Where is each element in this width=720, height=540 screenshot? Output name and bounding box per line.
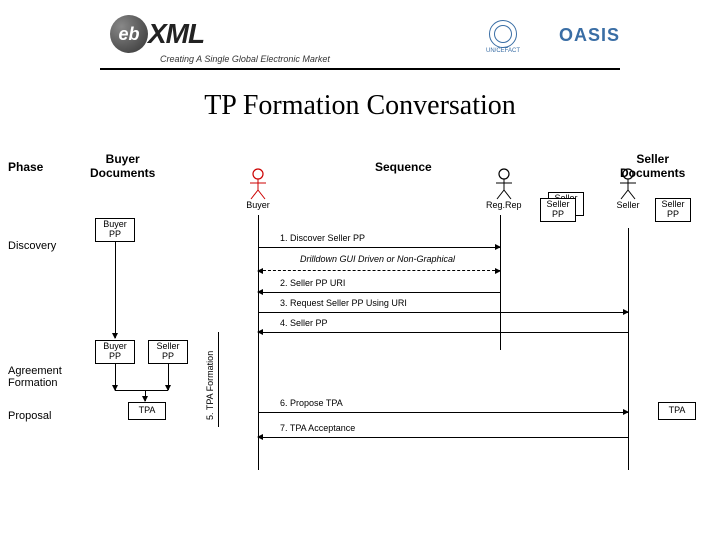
stickman-icon: [244, 168, 272, 200]
msg-1-line: [258, 247, 500, 248]
sequence-diagram: Phase Buyer Documents Sequence Seller Do…: [0, 150, 720, 490]
un-emblem-icon: [489, 20, 517, 48]
box-seller-pp-left: Seller PP: [148, 340, 188, 364]
logo-xml-text: XML: [148, 18, 204, 50]
page-title: TP Formation Conversation: [0, 90, 720, 122]
lifeline-regrep: [500, 215, 501, 350]
msg-7-label: 7. TPA Acceptance: [280, 423, 355, 433]
actor-buyer: Buyer: [244, 168, 272, 210]
box-seller-pp-reg-front: Seller PP: [540, 198, 576, 222]
header-bar: eb XML Creating A Single Global Electron…: [100, 10, 620, 70]
box-seller-pp-right: Seller PP: [655, 198, 691, 222]
actor-seller-label: Seller: [614, 200, 642, 210]
connector-merge-h: [115, 390, 168, 391]
phase-discovery: Discovery: [8, 240, 56, 252]
tpa-formation-span: [218, 332, 219, 427]
msg-3-line: [258, 312, 628, 313]
box-buyer-pp-1: Buyer PP: [95, 218, 135, 242]
col-buyer-docs: Buyer Documents: [90, 152, 155, 180]
connector-buyerpp-down: [115, 242, 116, 338]
msg-4-label: 4. Seller PP: [280, 318, 328, 328]
col-sequence: Sequence: [375, 160, 432, 174]
connector-bpp-tpa: [115, 364, 116, 390]
msg-3-label: 3. Request Seller PP Using URI: [280, 298, 407, 308]
connector-merge-v: [145, 390, 146, 401]
stickman-icon: [490, 168, 518, 200]
msg-6-label: 6. Propose TPA: [280, 398, 343, 408]
phase-proposal: Proposal: [8, 410, 51, 422]
un-logo: UN/CEFACT: [486, 20, 520, 54]
lifeline-buyer: [258, 215, 259, 470]
msg-2-label: 2. Seller PP URI: [280, 278, 345, 288]
box-tpa-right: TPA: [658, 402, 696, 420]
msg-5-label: 5. TPA Formation: [205, 351, 215, 420]
stickman-icon: [614, 168, 642, 200]
phase-agreement: Agreement Formation: [8, 365, 62, 389]
msg-4-line: [258, 332, 628, 333]
actor-buyer-label: Buyer: [244, 200, 272, 210]
box-tpa-left: TPA: [128, 402, 166, 420]
actor-regrep: Reg.Rep: [486, 168, 522, 210]
msg-2-line: [258, 292, 500, 293]
msg-drill-line: [258, 270, 500, 271]
actor-regrep-label: Reg.Rep: [486, 200, 522, 210]
lifeline-seller: [628, 228, 629, 470]
col-phase: Phase: [8, 160, 43, 174]
msg-drill-label: Drilldown GUI Driven or Non-Graphical: [300, 254, 455, 264]
actor-seller: Seller: [614, 168, 642, 210]
msg-7-line: [258, 437, 628, 438]
logo-ball: eb: [110, 15, 148, 53]
connector-spp-tpa: [168, 364, 169, 390]
box-buyer-pp-2: Buyer PP: [95, 340, 135, 364]
msg-6-line: [258, 412, 628, 413]
msg-1-label: 1. Discover Seller PP: [280, 233, 365, 243]
ebxml-logo: eb XML: [110, 15, 204, 53]
oasis-logo: OASIS: [559, 25, 620, 46]
tagline: Creating A Single Global Electronic Mark…: [160, 54, 330, 64]
un-label: UN/CEFACT: [486, 48, 520, 54]
